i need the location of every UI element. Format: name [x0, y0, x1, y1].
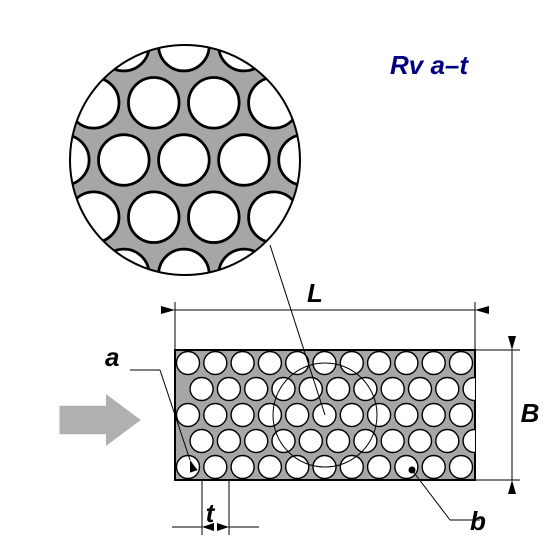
diagram-svg: L Bt a b — [0, 0, 550, 550]
leader-a-label: a — [105, 342, 119, 372]
zoom-detail — [0, 0, 550, 357]
dim-t-label: t — [206, 498, 216, 528]
direction-arrow — [60, 395, 140, 445]
dim-L-label: L — [307, 278, 323, 308]
leader-b-label: b — [470, 506, 486, 536]
dim-t: t — [172, 480, 259, 535]
dim-L: L — [161, 278, 489, 350]
perforated-sheet — [175, 350, 486, 480]
dim-B: B — [475, 336, 539, 494]
dim-B-label: B — [521, 398, 540, 428]
diagram-stage: Rv a–t LBtab — [0, 0, 550, 550]
